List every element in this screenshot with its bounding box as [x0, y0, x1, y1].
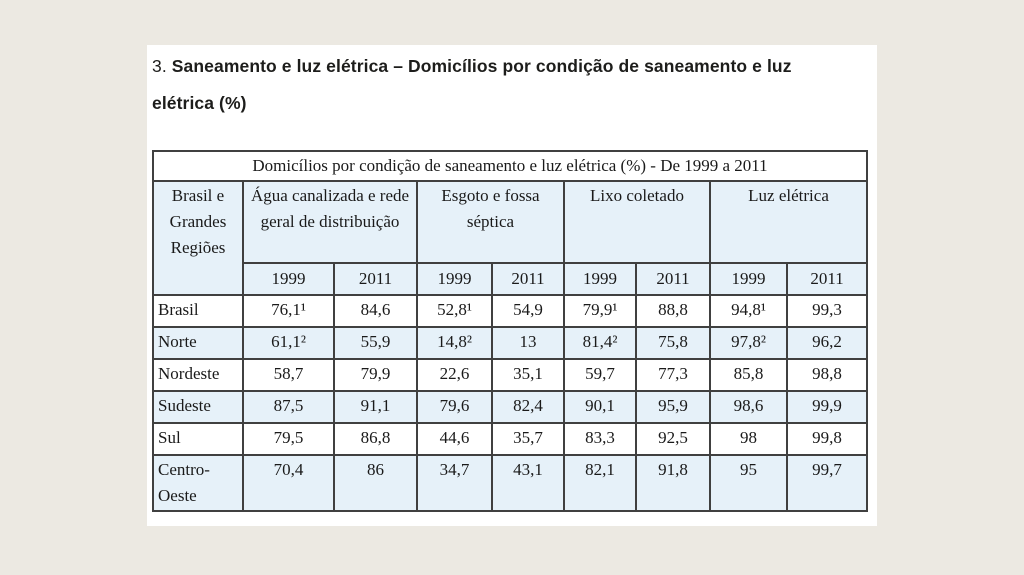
table-row: Nordeste 58,7 79,9 22,6 35,1 59,7 77,3 85,8 98,8 [152, 358, 869, 392]
region-cell: Centro-Oeste [152, 454, 244, 512]
value-cell: 52,8¹ [416, 294, 493, 328]
region-cell: Sul [152, 422, 244, 456]
value-cell: 59,7 [563, 358, 637, 392]
value-cell: 85,8 [709, 358, 788, 392]
group-header-agua: Água canalizada e rede geral de distribu… [242, 180, 418, 264]
value-cell: 95 [709, 454, 788, 512]
heading-number: 3. [152, 56, 167, 76]
group-header-luz: Luz elétrica [708, 180, 869, 264]
value-cell: 98,6 [709, 390, 788, 424]
value-cell: 79,5 [242, 422, 335, 456]
value-cell: 99,3 [785, 294, 869, 328]
table-row: Brasil 76,1¹ 84,6 52,8¹ 54,9 79,9¹ 88,8 94,8¹ 99… [152, 294, 869, 328]
region-header-cell: Brasil e Grandes Regiões [152, 180, 244, 296]
value-cell: 99,8 [785, 422, 869, 456]
value-cell: 34,7 [416, 454, 493, 512]
heading-text: Saneamento e luz elétrica – Domicílios p… [152, 56, 792, 113]
value-cell: 84,6 [333, 294, 418, 328]
value-cell: 75,8 [635, 326, 711, 360]
value-cell: 82,1 [563, 454, 637, 512]
value-cell: 99,9 [785, 390, 869, 424]
table-row: Norte 61,1² 55,9 14,8² 13 81,4² 75,8 97,8² 96,2 [152, 326, 869, 360]
value-cell: 94,8¹ [709, 294, 788, 328]
year-header-1: 2011 [333, 262, 418, 296]
year-header-6: 1999 [709, 262, 788, 296]
value-cell: 22,6 [416, 358, 493, 392]
value-cell: 77,3 [635, 358, 711, 392]
value-cell: 79,9 [333, 358, 418, 392]
year-header-2: 1999 [416, 262, 493, 296]
value-cell: 35,7 [491, 422, 565, 456]
value-cell: 82,4 [491, 390, 565, 424]
value-cell: 55,9 [333, 326, 418, 360]
group-header-esgoto: Esgoto e fossa séptica [416, 180, 565, 264]
region-cell: Nordeste [152, 358, 244, 392]
region-cell: Brasil [152, 294, 244, 328]
value-cell: 91,8 [635, 454, 711, 512]
table-row: Sul 79,5 86,8 44,6 35,7 83,3 92,5 98 99,8 [152, 422, 869, 456]
year-header-0: 1999 [242, 262, 335, 296]
table-body: Brasil 76,1¹ 84,6 52,8¹ 54,9 79,9¹ 88,8 94,8¹ 99… [152, 294, 869, 512]
value-cell: 70,4 [242, 454, 335, 512]
year-row: 1999 2011 1999 2011 1999 2011 1999 2011 [153, 262, 869, 296]
region-cell: Sudeste [152, 390, 244, 424]
year-header-3: 2011 [491, 262, 565, 296]
value-cell: 58,7 [242, 358, 335, 392]
page-heading: 3. Saneamento e luz elétrica – Domicílio… [152, 48, 838, 122]
value-cell: 35,1 [491, 358, 565, 392]
value-cell: 83,3 [563, 422, 637, 456]
value-cell: 87,5 [242, 390, 335, 424]
group-header-lixo: Lixo coletado [563, 180, 711, 264]
value-cell: 95,9 [635, 390, 711, 424]
value-cell: 96,2 [785, 326, 869, 360]
value-cell: 91,1 [333, 390, 418, 424]
value-cell: 61,1² [242, 326, 335, 360]
value-cell: 79,9¹ [563, 294, 637, 328]
value-cell: 99,7 [785, 454, 869, 512]
table-group-header-row: Brasil e Grandes Regiões Água canalizada… [152, 180, 869, 296]
value-cell: 98,8 [785, 358, 869, 392]
value-cell: 13 [491, 326, 565, 360]
value-cell: 54,9 [491, 294, 565, 328]
value-cell: 86,8 [333, 422, 418, 456]
table-row: Sudeste 87,5 91,1 79,6 82,4 90,1 95,9 98,6 99,9 [152, 390, 869, 424]
table-caption: Domicílios por condição de saneamento e … [151, 150, 869, 182]
content-panel: 3. Saneamento e luz elétrica – Domicílio… [147, 45, 877, 526]
data-table: Domicílios por condição de saneamento e … [151, 150, 869, 512]
year-header-7: 2011 [785, 262, 869, 296]
value-cell: 43,1 [491, 454, 565, 512]
value-cell: 44,6 [416, 422, 493, 456]
value-cell: 14,8² [416, 326, 493, 360]
year-header-5: 2011 [635, 262, 711, 296]
value-cell: 90,1 [563, 390, 637, 424]
value-cell: 98 [709, 422, 788, 456]
value-cell: 86 [333, 454, 418, 512]
value-cell: 76,1¹ [242, 294, 335, 328]
table-caption-row: Domicílios por condição de saneamento e … [151, 150, 869, 182]
value-cell: 97,8² [709, 326, 788, 360]
value-cell: 79,6 [416, 390, 493, 424]
value-cell: 88,8 [635, 294, 711, 328]
value-cell: 92,5 [635, 422, 711, 456]
region-cell: Norte [152, 326, 244, 360]
value-cell: 81,4² [563, 326, 637, 360]
table-row: Centro-Oeste 70,4 86 34,7 43,1 82,1 91,8 95 99,7 [152, 454, 869, 512]
year-header-4: 1999 [563, 262, 637, 296]
